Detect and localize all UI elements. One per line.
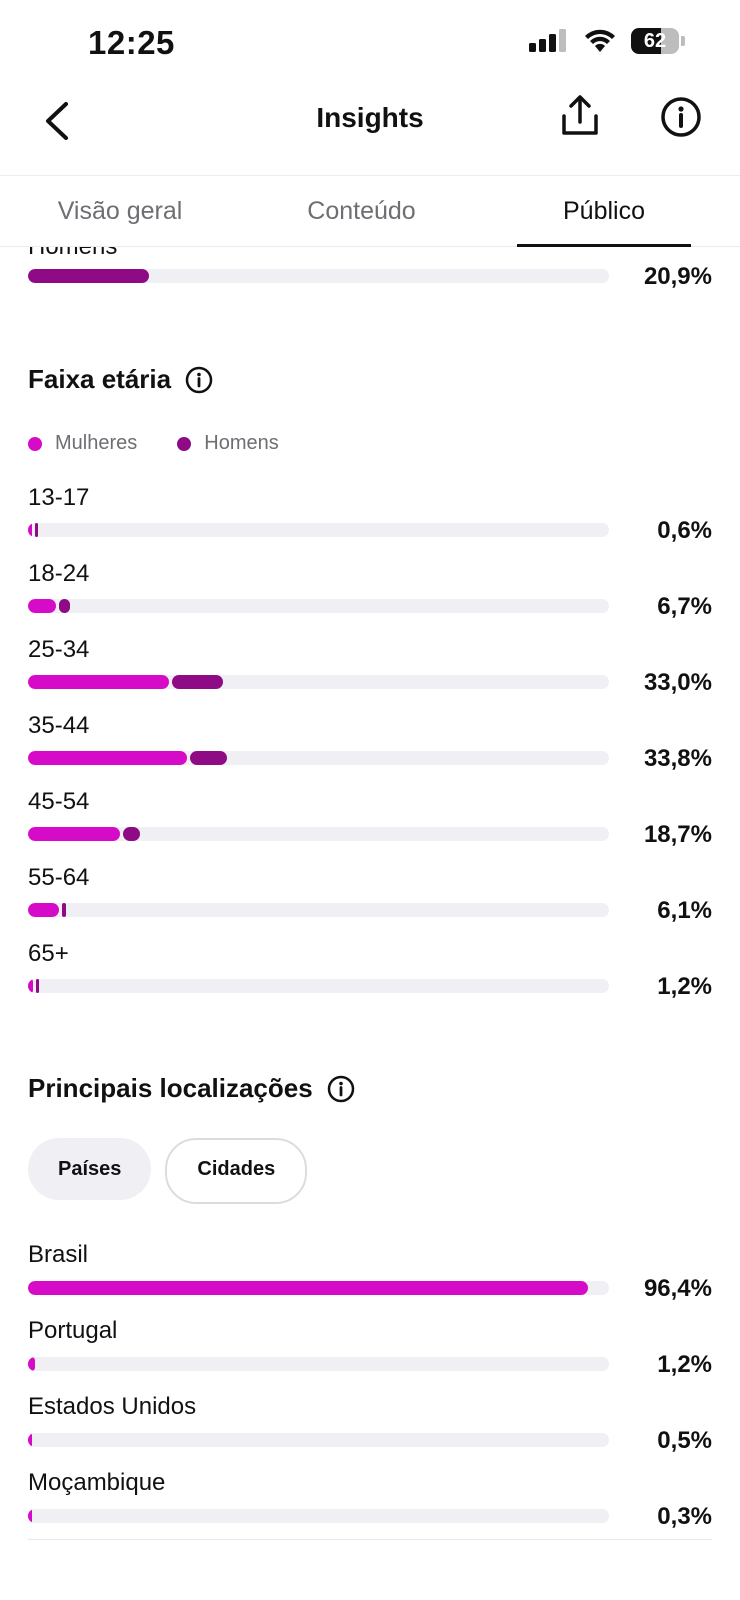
age-row-label: 13-17 (28, 484, 90, 511)
age-bar-women (28, 903, 60, 917)
age-row-label: 45-54 (28, 788, 90, 815)
gender-men-track (28, 269, 609, 283)
age-bar-men (58, 599, 70, 613)
page-title: Insights (316, 102, 424, 133)
age-row-label: 18-24 (28, 560, 90, 587)
battery-icon: 62 (631, 28, 679, 54)
status-time: 12:25 (88, 24, 175, 61)
gender-men-label: Homens (28, 247, 117, 261)
legend-women-label: Mulheres (55, 432, 138, 454)
age-section-title: Faixa etária (28, 364, 213, 395)
location-row-track (28, 1281, 609, 1295)
age-bar-women (28, 523, 32, 537)
location-bar (28, 1357, 35, 1371)
cellular-signal-icon (529, 29, 566, 52)
chip-countries[interactable]: Países (28, 1138, 152, 1200)
battery-nub (681, 36, 685, 46)
age-row-track (28, 523, 609, 537)
location-bar (28, 1509, 32, 1523)
age-bar-women (28, 979, 33, 993)
age-row-label: 55-64 (28, 864, 90, 891)
age-row-label: 25-34 (28, 636, 90, 663)
wifi-icon (585, 29, 615, 52)
gender-men-bar (28, 269, 150, 283)
age-row-pct: 33,8% (643, 745, 712, 772)
age-bar-women (28, 599, 56, 613)
bottom-safe-area (0, 1540, 740, 1600)
bottom-divider (28, 1539, 712, 1540)
age-row-label: 35-44 (28, 712, 90, 739)
location-row-label: Brasil (28, 1241, 89, 1268)
status-icons: 62 (529, 28, 685, 54)
location-filter-chips: Países Cidades (28, 1138, 308, 1204)
age-bar-men (35, 979, 39, 993)
tab-content[interactable]: Conteúdo (307, 197, 416, 225)
gender-men-pct: 20,9% (643, 263, 712, 290)
age-row-track (28, 675, 609, 689)
location-bar (28, 1281, 589, 1295)
age-row-track (28, 751, 609, 765)
info-icon[interactable] (327, 1075, 355, 1103)
legend-men: Homens (177, 432, 279, 455)
age-bar-men (189, 751, 228, 765)
age-row-pct: 6,7% (657, 593, 712, 620)
age-legend: Mulheres Homens (28, 432, 279, 455)
location-row-track (28, 1357, 609, 1371)
location-bar (28, 1433, 32, 1447)
age-bar-men (172, 675, 223, 689)
back-chevron-icon[interactable] (38, 98, 78, 144)
legend-men-label: Homens (204, 432, 279, 454)
legend-women: Mulheres (28, 432, 137, 455)
age-row-label: 65+ (28, 940, 69, 967)
battery-level: 62 (643, 30, 667, 52)
men-dot-icon (177, 436, 192, 451)
age-bar-men (62, 903, 67, 917)
age-row-track (28, 979, 609, 993)
age-row-track (28, 827, 609, 841)
age-bar-women (28, 751, 187, 765)
location-row-label: Portugal (28, 1317, 118, 1344)
women-dot-icon (28, 436, 42, 451)
info-icon[interactable] (185, 366, 213, 394)
location-row-pct: 0,3% (657, 1503, 712, 1530)
age-title-text: Faixa etária (28, 364, 172, 394)
age-bar-women (28, 827, 121, 841)
location-row-pct: 96,4% (643, 1275, 712, 1302)
location-row-track (28, 1433, 609, 1447)
share-icon[interactable] (560, 94, 600, 138)
location-row-pct: 0,5% (657, 1427, 712, 1454)
age-row-pct: 33,0% (643, 669, 712, 696)
tab-bar: Visão geral Conteúdo Público (0, 176, 740, 247)
location-row-pct: 1,2% (657, 1351, 712, 1378)
locations-section-title: Principais localizações (28, 1073, 355, 1104)
chip-cities[interactable]: Cidades (165, 1138, 308, 1204)
age-bar-women (28, 675, 170, 689)
tab-audience[interactable]: Público (517, 176, 691, 247)
status-bar: 12:25 62 (0, 0, 740, 80)
age-row-pct: 6,1% (657, 897, 712, 924)
age-row-track (28, 903, 609, 917)
age-bar-men (123, 827, 140, 841)
age-row-pct: 1,2% (657, 973, 712, 1000)
locations-title-text: Principais localizações (28, 1073, 313, 1103)
tab-overview[interactable]: Visão geral (57, 197, 183, 225)
app-header: Insights (0, 80, 740, 176)
age-row-pct: 18,7% (643, 821, 712, 848)
audience-content[interactable]: Homens 20,9% Faixa etária Mulheres Homen… (0, 247, 740, 1540)
age-bar-men (35, 523, 38, 537)
age-row-pct: 0,6% (657, 517, 712, 544)
age-row-track (28, 599, 609, 613)
location-row-track (28, 1509, 609, 1523)
location-row-label: Estados Unidos (28, 1393, 197, 1420)
location-row-label: Moçambique (28, 1469, 166, 1496)
info-icon[interactable] (660, 96, 702, 138)
